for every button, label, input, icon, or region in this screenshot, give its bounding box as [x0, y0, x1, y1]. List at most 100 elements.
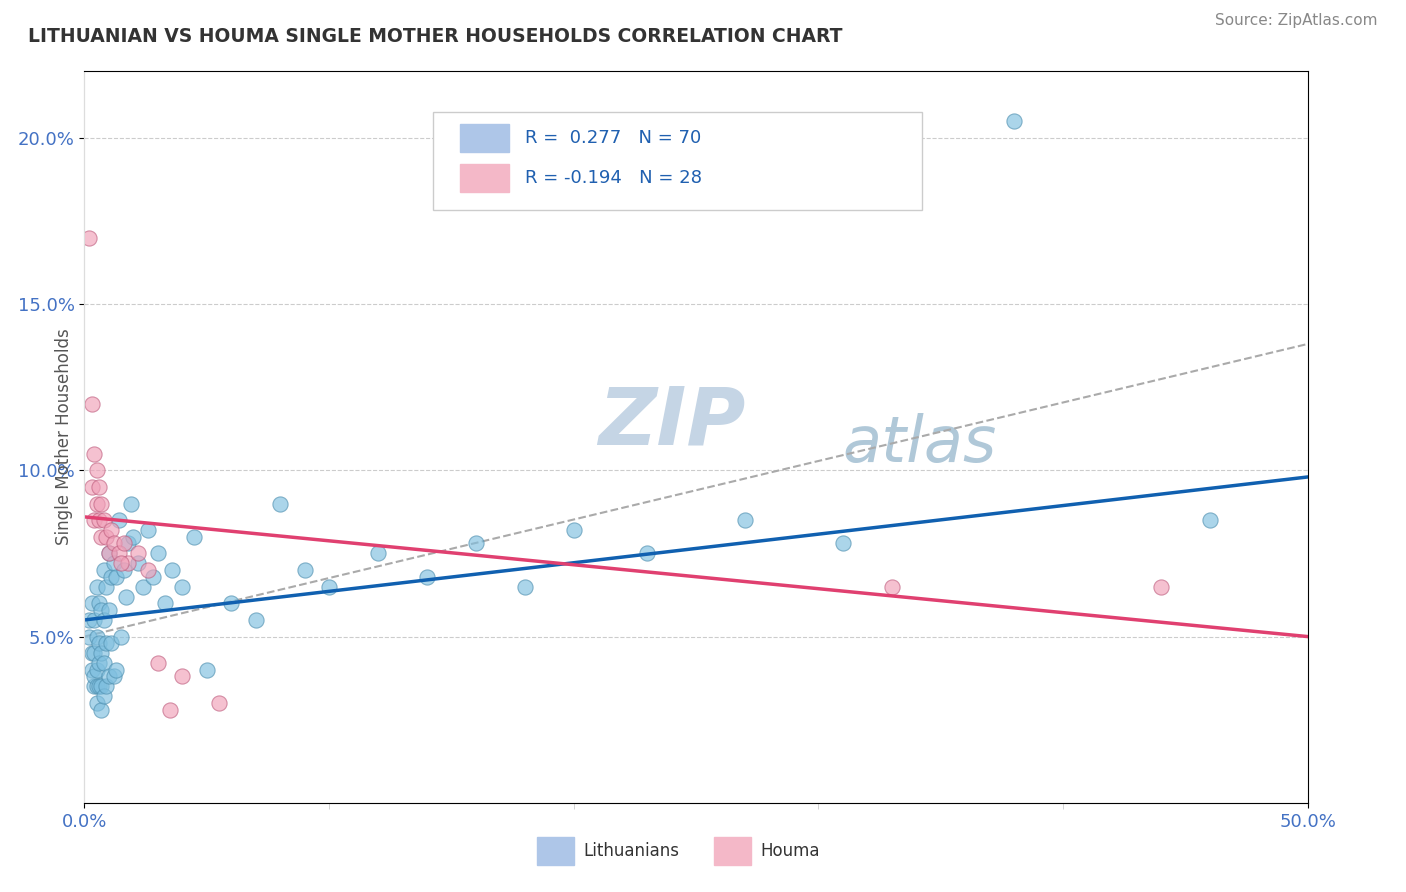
Point [90, 497, 112, 511]
Point [87, 680, 110, 694]
Point [105, 570, 128, 584]
Point [83, 680, 105, 694]
Point [127, 557, 149, 571]
Point [86, 497, 108, 511]
Point [100, 636, 122, 650]
Text: LITHUANIAN VS HOUMA SINGLE MOTHER HOUSEHOLDS CORRELATION CHART: LITHUANIAN VS HOUMA SINGLE MOTHER HOUSEH… [28, 27, 842, 45]
Point [80, 596, 103, 610]
Point [86, 580, 108, 594]
Point [97, 546, 120, 560]
Point [142, 570, 165, 584]
Point [86, 680, 108, 694]
Point [80, 480, 103, 494]
Y-axis label: Single Mother Households: Single Mother Households [55, 329, 73, 545]
Point [153, 596, 176, 610]
Point [97, 546, 120, 560]
Point [103, 536, 125, 550]
Point [93, 563, 115, 577]
Point [132, 580, 155, 594]
Point [96, 580, 118, 594]
Point [87, 513, 110, 527]
Point [112, 563, 135, 577]
Point [172, 669, 194, 683]
Point [93, 690, 115, 704]
Point [107, 546, 129, 560]
Point [195, 663, 218, 677]
Point [86, 663, 108, 677]
Point [136, 563, 159, 577]
Point [105, 663, 128, 677]
Point [90, 646, 112, 660]
Text: R =  0.277   N = 70: R = 0.277 N = 70 [524, 129, 702, 147]
Bar [460, 124, 509, 152]
Point [77, 630, 100, 644]
Text: atlas: atlas [842, 413, 997, 475]
Point [269, 497, 291, 511]
Point [146, 656, 169, 670]
FancyBboxPatch shape [433, 112, 922, 211]
Point [93, 513, 115, 527]
Point [464, 536, 486, 550]
Text: Lithuanians: Lithuanians [583, 842, 679, 860]
Point [103, 557, 125, 571]
Point [86, 696, 108, 710]
Bar [460, 164, 509, 192]
Point [93, 656, 115, 670]
Point [880, 580, 903, 594]
Bar [537, 838, 574, 865]
Point [115, 590, 138, 604]
Point [86, 630, 108, 644]
Point [80, 646, 103, 660]
Point [734, 513, 756, 527]
Text: Houma: Houma [761, 842, 820, 860]
Point [117, 536, 139, 550]
Point [90, 530, 112, 544]
Point [90, 703, 112, 717]
Point [83, 447, 105, 461]
Point [77, 230, 100, 244]
Point [103, 669, 125, 683]
Point [1002, 114, 1025, 128]
Point [136, 523, 159, 537]
Point [87, 596, 110, 610]
Point [120, 497, 142, 511]
Point [127, 546, 149, 560]
Point [245, 613, 267, 627]
Point [219, 596, 242, 610]
Point [318, 580, 340, 594]
Point [83, 513, 105, 527]
Point [87, 480, 110, 494]
Point [416, 570, 439, 584]
Point [83, 613, 105, 627]
Point [1198, 513, 1220, 527]
Point [90, 680, 112, 694]
Point [183, 530, 205, 544]
Point [80, 663, 103, 677]
Point [107, 513, 129, 527]
Point [110, 557, 132, 571]
Text: R = -0.194   N = 28: R = -0.194 N = 28 [524, 169, 702, 187]
Point [294, 563, 316, 577]
Point [636, 546, 658, 560]
Point [97, 669, 120, 683]
Point [159, 703, 181, 717]
Point [83, 669, 105, 683]
Point [83, 646, 105, 660]
Point [96, 680, 118, 694]
Point [172, 580, 194, 594]
Point [208, 696, 231, 710]
Point [162, 563, 184, 577]
Point [96, 530, 118, 544]
Point [90, 603, 112, 617]
Point [87, 656, 110, 670]
Bar [714, 838, 751, 865]
Point [367, 546, 389, 560]
Text: ZIP: ZIP [598, 384, 745, 461]
Point [513, 580, 536, 594]
Point [117, 557, 139, 571]
Point [110, 630, 132, 644]
Point [87, 636, 110, 650]
Point [146, 546, 169, 560]
Point [86, 463, 108, 477]
Point [100, 570, 122, 584]
